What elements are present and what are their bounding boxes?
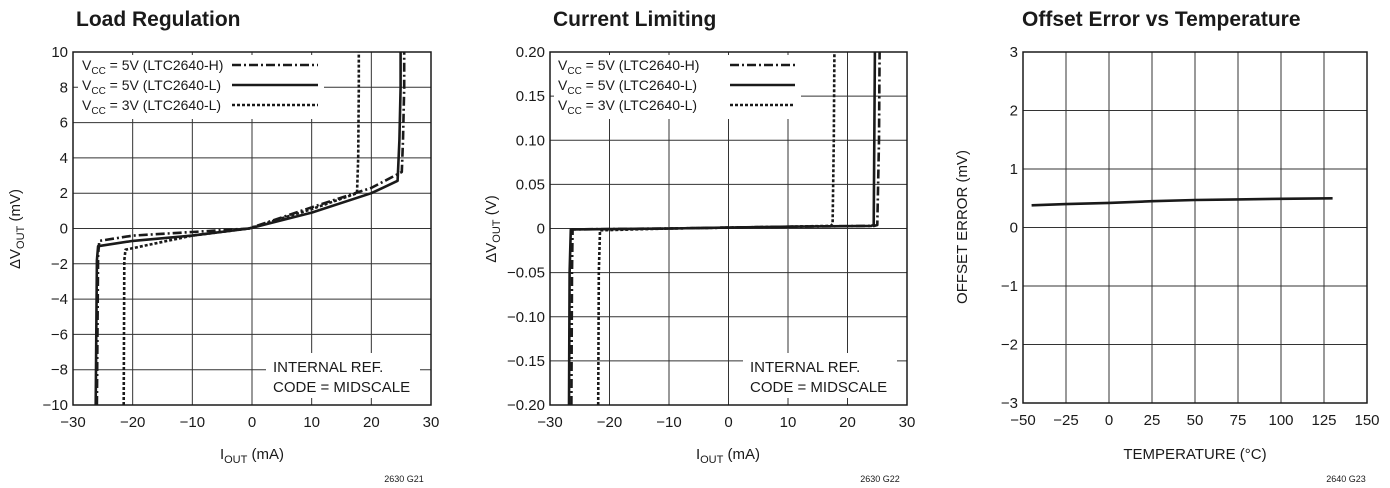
x-tick-label: −30 [537,414,562,431]
y-tick-label: −0.05 [507,265,545,282]
chart-title: Offset Error vs Temperature [1022,8,1301,31]
series-line-1 [95,52,406,406]
annotation-text: INTERNAL REF. [750,359,860,376]
y-tick-label: 0.05 [516,176,545,193]
series-line-1 [1031,197,1333,207]
x-tick-label: −10 [180,414,205,431]
y-tick-label: −4 [51,291,68,308]
x-tick-label: 0 [248,414,256,431]
x-tick-label: 75 [1230,412,1247,429]
y-tick-label: −8 [51,362,68,379]
x-tick-label: 125 [1311,412,1336,429]
y-tick-label: −0.15 [507,353,545,370]
x-tick-label: −30 [60,414,85,431]
y-axis-label: ΔVOUT (V) [483,195,503,262]
plot-frame [549,51,908,406]
y-tick-label: 0 [60,221,68,238]
y-tick-label: 2 [60,185,68,202]
y-tick-label: 8 [60,79,68,96]
y-tick-label: 6 [60,115,68,132]
y-tick-label: 0.10 [516,132,545,149]
x-tick-label: 25 [1144,412,1161,429]
x-tick-label: 10 [303,414,320,431]
y-tick-label: 0.20 [516,44,545,61]
y-axis-label: OFFSET ERROR (mV) [954,150,971,304]
annotation-background [266,353,420,398]
y-tick-label: −2 [51,256,68,273]
annotation-background [743,353,897,398]
y-tick-label: 1 [1010,161,1018,178]
y-tick-label: 0.15 [516,88,545,105]
x-tick-label: 0 [1105,412,1113,429]
chart-title: Load Regulation [76,8,241,31]
x-tick-label: −10 [656,414,681,431]
y-tick-label: 10 [51,44,68,61]
x-tick-label: 30 [899,414,916,431]
y-tick-label: −6 [51,326,68,343]
offset-error-chart: Offset Error vs Temperature −50 −25 0 25 50 75… [954,8,1380,484]
y-tick-label: 3 [1010,44,1018,61]
x-tick-label: −20 [120,414,145,431]
x-tick-label: 50 [1187,412,1204,429]
x-tick-label: −20 [597,414,622,431]
annotation-text: INTERNAL REF. [273,359,383,376]
x-tick-label: 0 [724,414,732,431]
y-tick-label: 0 [1010,220,1018,237]
y-tick-label: 0 [537,221,545,238]
legend-entry-1: VCC = 5V (LTC2640-H) [558,57,699,77]
y-tick-label: −3 [1001,395,1018,412]
x-tick-label: 20 [839,414,856,431]
y-axis-label: ΔVOUT (mV) [7,189,27,269]
x-tick-label: 30 [423,414,440,431]
figure-code: 2630 G22 [860,474,900,484]
load-regulation-chart: Load Regulation−30 −20 −10 0 10 20 30−10−8−6−4… [7,8,439,484]
legend-entry-1: VCC = 5V (LTC2640-H) [82,57,223,77]
y-tick-label: 2 [1010,103,1018,120]
chart-title: Current Limiting [553,8,716,31]
y-tick-label: −1 [1001,278,1018,295]
series-line-2 [94,52,402,406]
x-axis-label: TEMPERATURE (°C) [1123,446,1266,463]
x-tick-label: 20 [363,414,380,431]
series-line-2 [567,51,877,406]
plot-frame [72,51,432,406]
y-tick-label: −2 [1001,337,1018,354]
x-tick-label: 10 [780,414,797,431]
x-axis-label: IOUT (mA) [696,446,760,466]
x-tick-label: 100 [1268,412,1293,429]
plot-frame [1022,51,1368,404]
legend-entry-2: VCC = 5V (LTC2640-L) [82,77,221,97]
series-line-3 [596,51,836,406]
figure-code: 2630 G21 [384,474,424,484]
y-tick-label: −0.10 [507,309,545,326]
x-tick-label: −25 [1053,412,1078,429]
x-axis-label: IOUT (mA) [220,446,284,466]
x-tick-label: 150 [1354,412,1379,429]
figure-code: 2640 G23 [1326,474,1366,484]
legend-entry-3: VCC = 3V (LTC2640-L) [558,97,697,117]
y-tick-label: −0.20 [507,397,545,414]
legend-entry-2: VCC = 5V (LTC2640-L) [558,77,697,97]
y-tick-label: −10 [43,397,68,414]
annotation-text: CODE = MIDSCALE [273,379,410,396]
x-tick-label: −50 [1010,412,1035,429]
annotation-text: CODE = MIDSCALE [750,379,887,396]
legend-entry-3: VCC = 3V (LTC2640-L) [82,97,221,117]
current-limiting-chart: Current Limiting −30 −20 −10 0 10 20 30 −0.20 −0.… [483,8,915,484]
series-line-3 [122,52,361,406]
y-tick-label: 4 [60,150,68,167]
